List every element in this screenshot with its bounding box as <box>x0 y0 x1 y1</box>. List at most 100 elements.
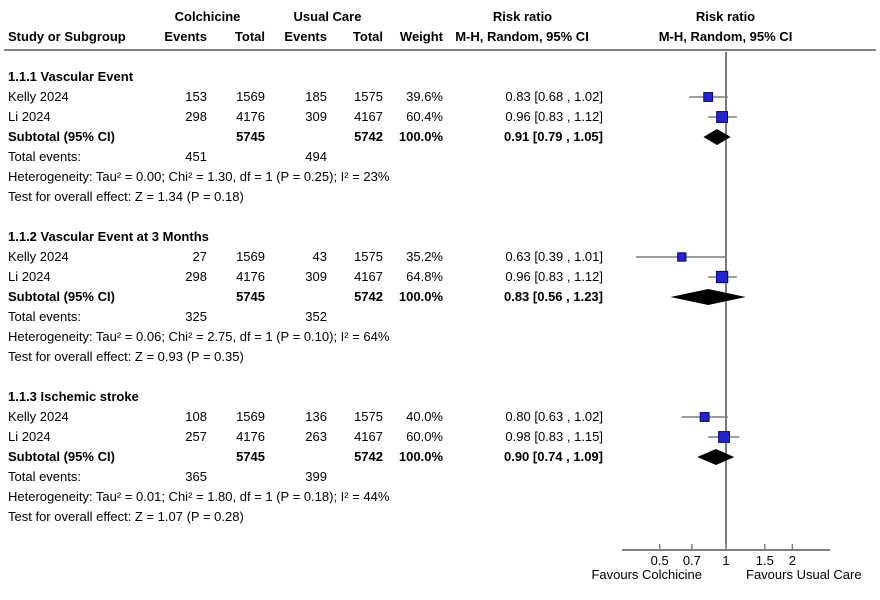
ci-text: 0.83 [0.68 , 1.02] <box>505 89 603 104</box>
events2-value: 185 <box>305 89 327 104</box>
weight-value: 39.6% <box>406 89 443 104</box>
subtotal-total2: 5742 <box>354 129 383 144</box>
axis-tick-label: 0.5 <box>651 553 669 568</box>
overall-effect-row: Test for overall effect: Z = 1.07 (P = 0… <box>0 507 880 527</box>
total-events-row: Total events: 451 494 <box>0 147 880 167</box>
total-events-label: Total events: <box>8 149 81 164</box>
subtotal-row: Subtotal (95% CI) 5745 5742 100.0% 0.90 [0.7… <box>0 447 880 467</box>
effect-measure-header-text: Risk ratio <box>492 9 553 24</box>
study-row: Kelly 2024 108 1569 136 1575 40.0% 0.80 [0.63 … <box>0 407 880 427</box>
heterogeneity-row: Heterogeneity: Tau² = 0.06; Chi² = 2.75,… <box>0 327 880 347</box>
study-label: Li 2024 <box>8 109 51 124</box>
total2-value: 1575 <box>354 409 383 424</box>
total2-value: 4167 <box>354 429 383 444</box>
overall-effect-text: Test for overall effect: Z = 1.34 (P = 0… <box>8 189 244 204</box>
subtotal-ci-text: 0.90 [0.74 , 1.09] <box>503 449 603 464</box>
total-events-label: Total events: <box>8 309 81 324</box>
subgroup-heading: 1.1.2 Vascular Event at 3 Months <box>0 227 880 247</box>
heterogeneity-row: Heterogeneity: Tau² = 0.00; Chi² = 1.30,… <box>0 167 880 187</box>
axis-tick-label: 2 <box>789 553 796 568</box>
ci-text: 0.63 [0.39 , 1.01] <box>505 249 603 264</box>
heterogeneity-text: Heterogeneity: Tau² = 0.06; Chi² = 2.75,… <box>8 329 390 344</box>
events2-value: 263 <box>305 429 327 444</box>
overall-effect-row: Test for overall effect: Z = 1.34 (P = 0… <box>0 187 880 207</box>
total-events1: 365 <box>185 469 207 484</box>
study-label: Kelly 2024 <box>8 249 69 264</box>
total2-value: 1575 <box>354 89 383 104</box>
ci-text: 0.96 [0.83 , 1.12] <box>505 269 603 284</box>
subtotal-label: Subtotal (95% CI) <box>8 129 115 144</box>
total-events2: 494 <box>305 149 327 164</box>
total-events1: 325 <box>185 309 207 324</box>
favours-right-label: Favours Usual Care <box>746 567 862 582</box>
total2-value: 4167 <box>354 269 383 284</box>
total2-value: 1575 <box>354 249 383 264</box>
events2-value: 136 <box>305 409 327 424</box>
ci-text: 0.98 [0.83 , 1.15] <box>505 429 603 444</box>
axis-tick-label: 1 <box>722 553 729 568</box>
total-events-row: Total events: 325 352 <box>0 307 880 327</box>
study-label: Kelly 2024 <box>8 409 69 424</box>
study-row: Li 2024 257 4176 263 4167 60.0% 0.98 [0.83 , 1… <box>0 427 880 447</box>
events2-column-header: Events <box>284 29 327 44</box>
weight-value: 60.0% <box>406 429 443 444</box>
study-row: Li 2024 298 4176 309 4167 60.4% 0.96 [0.83 , 1… <box>0 107 880 127</box>
subtotal-label: Subtotal (95% CI) <box>8 289 115 304</box>
header-divider <box>4 49 876 51</box>
method-column-header-text: M-H, Random, 95% CI <box>455 29 589 44</box>
overall-effect-text: Test for overall effect: Z = 1.07 (P = 0… <box>8 509 244 524</box>
axis-tick-label: 0.7 <box>683 553 701 568</box>
total1-value: 1569 <box>236 409 265 424</box>
heterogeneity-row: Heterogeneity: Tau² = 0.01; Chi² = 1.80,… <box>0 487 880 507</box>
study-row: Kelly 2024 27 1569 43 1575 35.2% 0.63 [0.39 , … <box>0 247 880 267</box>
events2-value: 309 <box>305 269 327 284</box>
subgroup-heading: 1.1.3 Ischemic stroke <box>0 387 880 407</box>
subtotal-row: Subtotal (95% CI) 5745 5742 100.0% 0.91 [0.7… <box>0 127 880 147</box>
subtotal-weight: 100.0% <box>398 449 443 464</box>
subtotal-weight: 100.0% <box>398 289 443 304</box>
events1-value: 27 <box>192 249 207 264</box>
total-events1: 451 <box>185 149 207 164</box>
subtotal-row: Subtotal (95% CI) 5745 5742 100.0% 0.83 [0.5… <box>0 287 880 307</box>
favours-left-label: Favours Colchicine <box>591 567 702 582</box>
subtotal-total1: 5745 <box>236 289 265 304</box>
group2-header: Usual Care <box>293 9 362 24</box>
heterogeneity-text: Heterogeneity: Tau² = 0.00; Chi² = 1.30,… <box>8 169 390 184</box>
subtotal-ci-text: 0.91 [0.79 , 1.05] <box>503 129 603 144</box>
total2-value: 4167 <box>354 109 383 124</box>
events1-column-header: Events <box>164 29 207 44</box>
subgroup-title: 1.1.1 Vascular Event <box>8 69 134 84</box>
events1-value: 298 <box>185 109 207 124</box>
study-label: Li 2024 <box>8 429 51 444</box>
study-row: Li 2024 298 4176 309 4167 64.8% 0.96 [0.83 , 1… <box>0 267 880 287</box>
subtotal-weight: 100.0% <box>398 129 443 144</box>
ci-text: 0.96 [0.83 , 1.12] <box>505 109 603 124</box>
events2-value: 309 <box>305 109 327 124</box>
group1-header: Colchicine <box>174 9 241 24</box>
subtotal-total1: 5745 <box>236 129 265 144</box>
subtotal-total1: 5745 <box>236 449 265 464</box>
heterogeneity-text: Heterogeneity: Tau² = 0.01; Chi² = 1.80,… <box>8 489 390 504</box>
events1-value: 298 <box>185 269 207 284</box>
weight-column-header: Weight <box>399 29 443 44</box>
method-column-header-plot: M-H, Random, 95% CI <box>658 29 793 44</box>
events1-value: 153 <box>185 89 207 104</box>
effect-measure-header-plot: Risk ratio <box>695 9 756 24</box>
total1-value: 4176 <box>236 429 265 444</box>
subtotal-label: Subtotal (95% CI) <box>8 449 115 464</box>
total1-value: 1569 <box>236 89 265 104</box>
total2-column-header: Total <box>352 29 383 44</box>
total-events2: 399 <box>305 469 327 484</box>
total1-value: 1569 <box>236 249 265 264</box>
ci-text: 0.80 [0.63 , 1.02] <box>505 409 603 424</box>
overall-effect-row: Test for overall effect: Z = 0.93 (P = 0… <box>0 347 880 367</box>
subtotal-ci-text: 0.83 [0.56 , 1.23] <box>503 289 603 304</box>
subtotal-total2: 5742 <box>354 449 383 464</box>
study-label: Li 2024 <box>8 269 51 284</box>
total1-column-header: Total <box>234 29 265 44</box>
axis-tick-label: 1.5 <box>756 553 774 568</box>
subgroup-title: 1.1.2 Vascular Event at 3 Months <box>8 229 209 244</box>
total1-value: 4176 <box>236 109 265 124</box>
total1-value: 4176 <box>236 269 265 284</box>
